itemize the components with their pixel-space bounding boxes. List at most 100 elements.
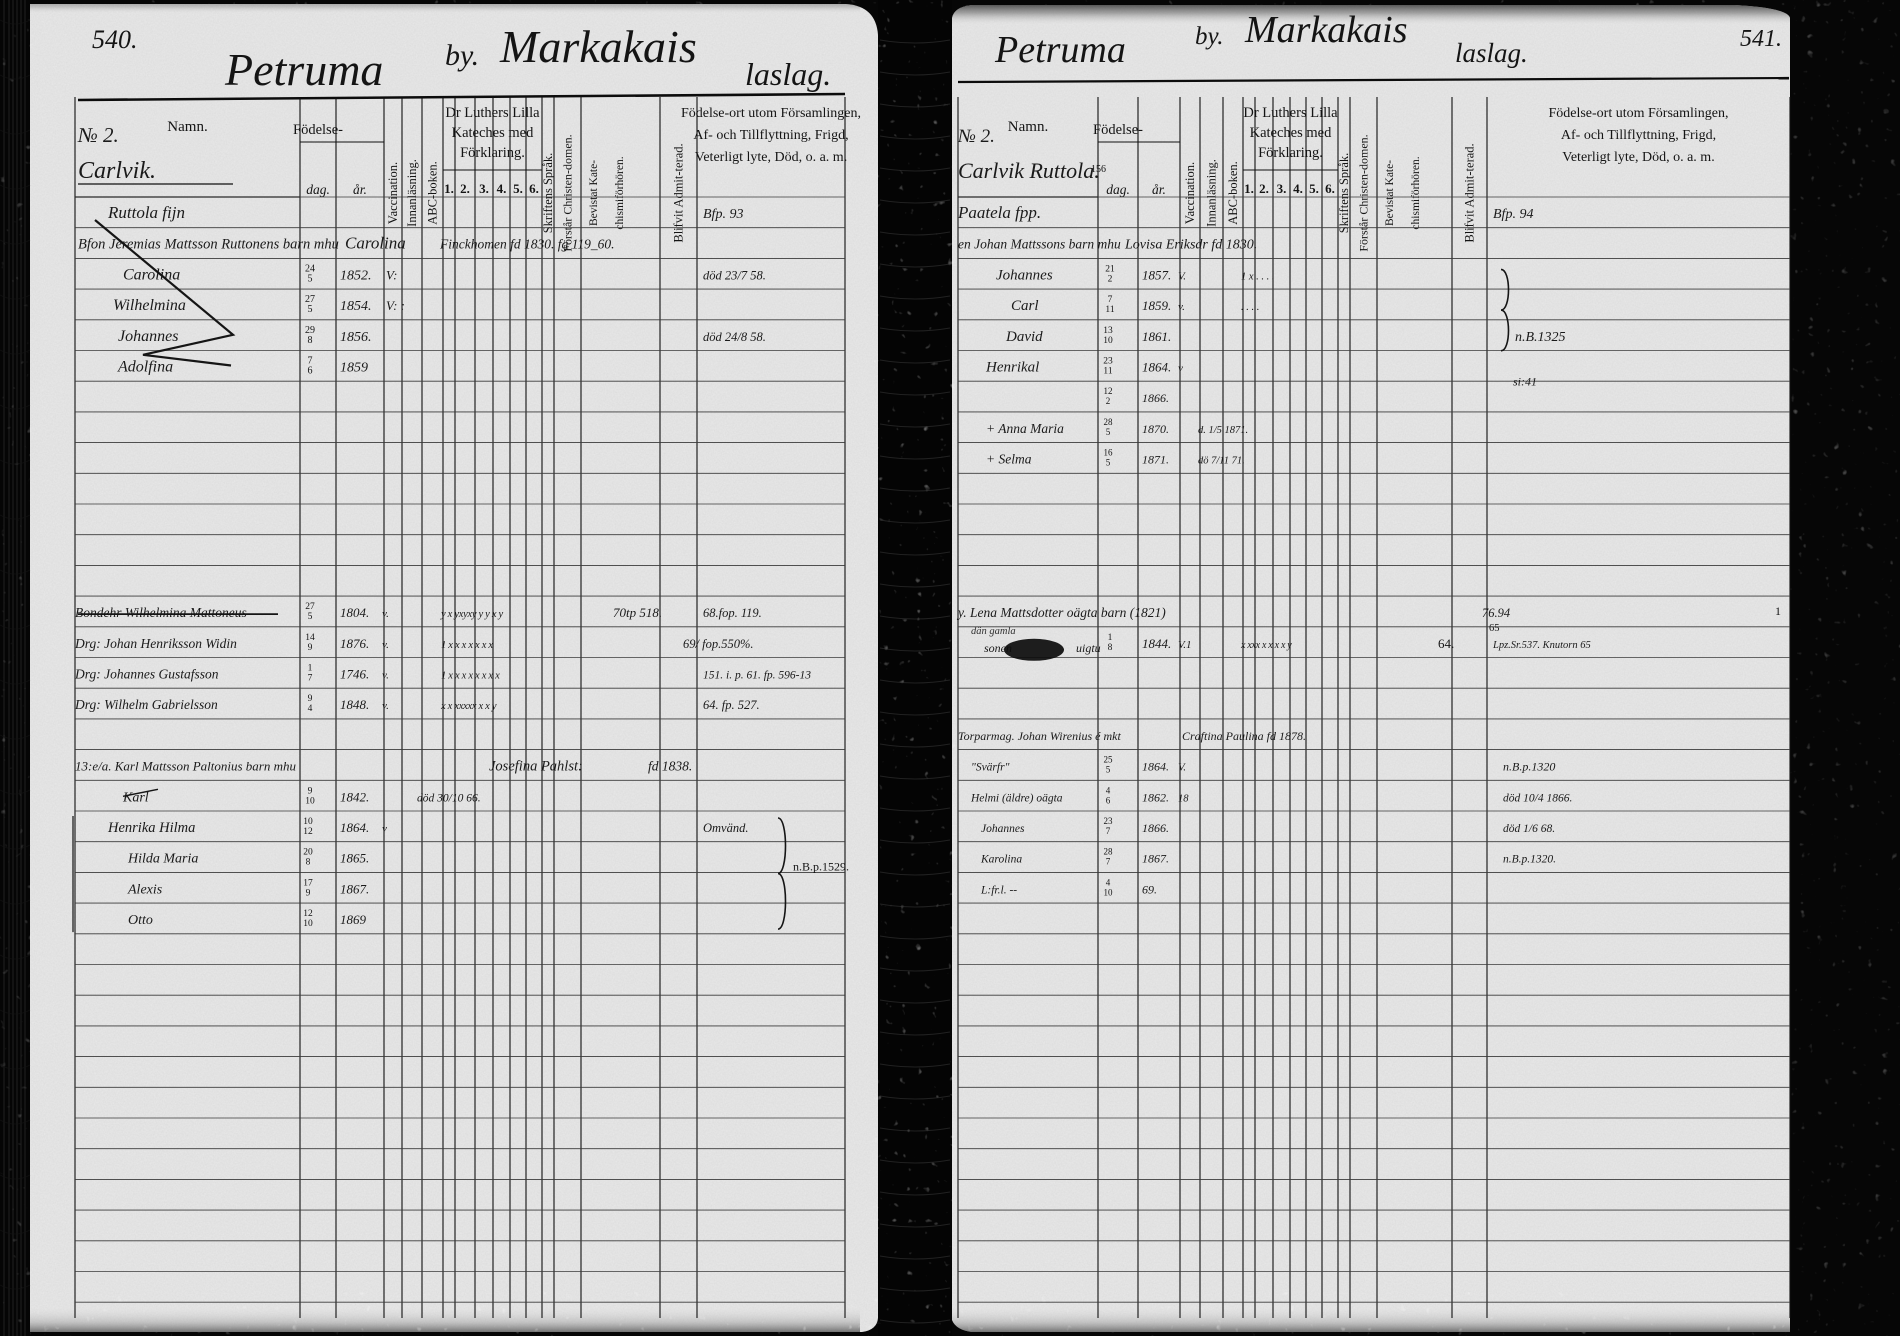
svg-text:8: 8 bbox=[1108, 643, 1113, 653]
svg-text:1.: 1. bbox=[444, 181, 454, 196]
svg-text:V.: V. bbox=[1178, 270, 1186, 282]
svg-text:uigtu: uigtu bbox=[1076, 641, 1101, 655]
svg-text:5.: 5. bbox=[1309, 181, 1319, 196]
svg-text:Innanläsning.: Innanläsning. bbox=[1205, 159, 1219, 227]
svg-text:Bondehr Wilhelmina Mattoneus: Bondehr Wilhelmina Mattoneus bbox=[75, 605, 247, 620]
svg-text:7: 7 bbox=[1106, 857, 1111, 867]
svg-text:3.: 3. bbox=[1277, 181, 1287, 196]
svg-text:V.: V. bbox=[1178, 762, 1186, 774]
svg-text:Förklaring.: Förklaring. bbox=[1258, 145, 1323, 161]
svg-text:8: 8 bbox=[308, 335, 313, 346]
svg-text:si:41: si:41 bbox=[1513, 375, 1537, 389]
svg-text:by.: by. bbox=[445, 39, 479, 72]
svg-text:by.: by. bbox=[1195, 23, 1223, 50]
svg-text:"Svärfr": "Svärfr" bbox=[971, 762, 1010, 774]
svg-text:11: 11 bbox=[1105, 305, 1114, 315]
svg-text:Dr Luthers Lilla: Dr Luthers Lilla bbox=[1243, 105, 1338, 121]
svg-text:64.: 64. bbox=[1438, 636, 1454, 651]
svg-text:1844.: 1844. bbox=[1142, 636, 1171, 651]
svg-text:d. 1/5 1871.: d. 1/5 1871. bbox=[1198, 425, 1248, 436]
svg-text:540.: 540. bbox=[92, 25, 138, 54]
svg-text:David: David bbox=[1005, 329, 1043, 345]
svg-text:7: 7 bbox=[1108, 295, 1113, 305]
svg-text:Wilhelmina: Wilhelmina bbox=[113, 297, 186, 314]
svg-text:Johannes: Johannes bbox=[981, 823, 1025, 835]
svg-text:21: 21 bbox=[1105, 264, 1115, 274]
svg-text:13:e/a. Karl Mattsson Paltoniu: 13:e/a. Karl Mattsson Paltonius barn mhu bbox=[75, 759, 297, 774]
svg-text:Kateches med: Kateches med bbox=[452, 125, 534, 141]
svg-text:1 x . . . .: 1 x . . . . bbox=[1241, 271, 1275, 282]
svg-text:№ 2.: № 2. bbox=[77, 123, 119, 147]
svg-text:v.: v. bbox=[1178, 301, 1185, 313]
svg-text:Hilda Maria: Hilda Maria bbox=[127, 852, 198, 867]
svg-text:Drg: Johannes Gustafsson: Drg: Johannes Gustafsson bbox=[74, 667, 219, 682]
svg-text:Vaccination.: Vaccination. bbox=[386, 162, 400, 224]
svg-text:4: 4 bbox=[1106, 785, 1111, 795]
svg-text:5.: 5. bbox=[513, 181, 523, 196]
svg-text:Craftina Paulina fd 1878.: Craftina Paulina fd 1878. bbox=[1182, 729, 1306, 743]
svg-text:9: 9 bbox=[308, 786, 313, 796]
svg-text:3.: 3. bbox=[479, 181, 489, 196]
svg-text:Lovisa Eriksdr fd 1830.: Lovisa Eriksdr fd 1830. bbox=[1124, 238, 1257, 253]
svg-text:Torparmag. Johan Wirenius é mk: Torparmag. Johan Wirenius é mkt bbox=[958, 729, 1121, 743]
svg-text:Finckhomen fd 1830. fg 119_60.: Finckhomen fd 1830. fg 119_60. bbox=[439, 237, 614, 252]
svg-text:2: 2 bbox=[1106, 396, 1111, 406]
svg-text:v: v bbox=[1178, 363, 1183, 375]
svg-text:Otto: Otto bbox=[128, 913, 153, 928]
svg-text:chismiförhören.: chismiförhören. bbox=[1410, 156, 1422, 229]
svg-text:25: 25 bbox=[1104, 755, 1114, 765]
svg-text:5: 5 bbox=[1106, 458, 1111, 468]
svg-text:Henrika Hilma: Henrika Hilma bbox=[107, 820, 195, 836]
svg-text:laslag.: laslag. bbox=[1455, 38, 1528, 68]
svg-text:4: 4 bbox=[308, 704, 313, 714]
svg-text:1: 1 bbox=[1775, 604, 1781, 618]
svg-text:Förstår Christen-domen.: Förstår Christen-domen. bbox=[1357, 134, 1371, 251]
svg-text:1862.: 1862. bbox=[1142, 790, 1169, 804]
svg-text:chismiförhören.: chismiförhören. bbox=[614, 156, 626, 229]
svg-text:28: 28 bbox=[1104, 417, 1114, 427]
svg-text:156: 156 bbox=[1091, 164, 1106, 175]
svg-text:Markakais: Markakais bbox=[1244, 9, 1408, 51]
svg-text:Dr Luthers Lilla: Dr Luthers Lilla bbox=[445, 105, 540, 121]
svg-text:17: 17 bbox=[303, 878, 313, 888]
svg-text:9: 9 bbox=[308, 694, 313, 704]
svg-text:4.: 4. bbox=[1293, 181, 1303, 196]
svg-text:Drg: Johan Henriksson Widin: Drg: Johan Henriksson Widin bbox=[74, 636, 237, 651]
svg-text:Kateches med: Kateches med bbox=[1250, 125, 1332, 141]
svg-text:28: 28 bbox=[1104, 847, 1114, 857]
svg-text:L:fr.l. --: L:fr.l. -- bbox=[980, 884, 1017, 896]
svg-text:5: 5 bbox=[308, 612, 313, 622]
svg-text:1871.: 1871. bbox=[1142, 453, 1169, 467]
svg-text:Helmi (äldre) oägta: Helmi (äldre) oägta bbox=[970, 792, 1063, 804]
svg-text:y. Lena Mattsdotter oägta barn: y. Lena Mattsdotter oägta barn (1821) bbox=[956, 605, 1166, 620]
svg-text:Josefina Pahlst:: Josefina Pahlst: bbox=[489, 759, 583, 775]
svg-text:Carlvik.: Carlvik. bbox=[78, 158, 156, 184]
svg-text:år.: år. bbox=[1152, 182, 1166, 197]
svg-text:16: 16 bbox=[1104, 448, 1114, 458]
svg-text:Lpz.Sr.537. Knutorn 65: Lpz.Sr.537. Knutorn 65 bbox=[1492, 640, 1591, 651]
svg-text:Namn.: Namn. bbox=[167, 119, 207, 135]
svg-text:Carolina: Carolina bbox=[345, 234, 406, 253]
svg-text:1746.: 1746. bbox=[340, 667, 369, 682]
svg-text:dän gamla: dän gamla bbox=[971, 626, 1016, 637]
svg-text:v: v bbox=[382, 823, 387, 835]
svg-text:10: 10 bbox=[303, 817, 313, 827]
svg-text:död 30/10 66.: död 30/10 66. bbox=[417, 792, 481, 804]
svg-text:1804.: 1804. bbox=[340, 605, 369, 620]
svg-text:2: 2 bbox=[1108, 274, 1113, 284]
svg-text:Alexis: Alexis bbox=[127, 882, 163, 897]
svg-text:Födelse-ort utom Församlingen,: Födelse-ort utom Församlingen, bbox=[1548, 106, 1728, 121]
svg-text:Veterligt lyte, Död, o. a. m.: Veterligt lyte, Död, o. a. m. bbox=[1562, 150, 1714, 165]
svg-text:151. i. p. 61. fp. 596-13: 151. i. p. 61. fp. 596-13 bbox=[703, 670, 811, 682]
svg-text:laslag.: laslag. bbox=[745, 56, 831, 92]
svg-text:2.: 2. bbox=[1259, 181, 1269, 196]
svg-text:dag.: dag. bbox=[1106, 182, 1130, 197]
svg-text:4.: 4. bbox=[497, 181, 507, 196]
svg-text:76.94: 76.94 bbox=[1482, 606, 1510, 620]
svg-text:4: 4 bbox=[1106, 877, 1111, 887]
svg-text:v.: v. bbox=[382, 608, 389, 620]
svg-text:v.: v. bbox=[382, 639, 389, 651]
svg-text:1870.: 1870. bbox=[1142, 422, 1169, 436]
svg-text:18: 18 bbox=[1178, 793, 1189, 804]
svg-text:8: 8 bbox=[306, 858, 311, 868]
